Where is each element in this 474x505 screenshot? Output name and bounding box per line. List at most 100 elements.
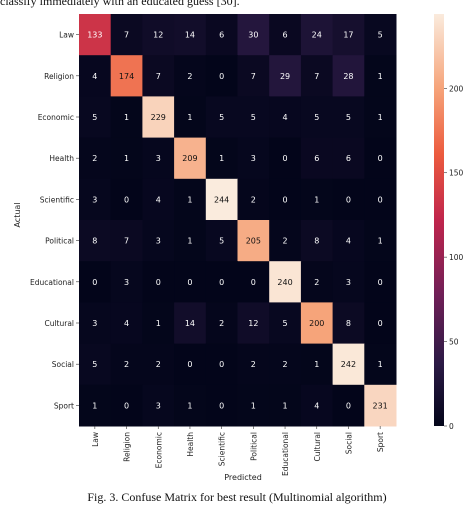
heatmap-cell bbox=[300, 14, 334, 56]
heatmap-cell bbox=[205, 14, 238, 56]
heatmap-cell bbox=[205, 261, 238, 303]
cell-value-label: 4 bbox=[92, 72, 97, 81]
heatmap-cell bbox=[110, 261, 143, 303]
heatmap-cell bbox=[174, 220, 207, 262]
heatmap-cell bbox=[174, 178, 207, 221]
heatmap-cell bbox=[205, 343, 238, 386]
heatmap-cell bbox=[332, 178, 365, 221]
cell-value-label: 200 bbox=[309, 319, 324, 328]
colorbar-gradient bbox=[434, 14, 444, 426]
cell-value-label: 3 bbox=[124, 278, 129, 287]
heatmap-cell bbox=[269, 384, 302, 427]
cell-value-label: 2 bbox=[92, 154, 97, 163]
cell-value-label: 5 bbox=[92, 360, 97, 369]
heatmap-cell bbox=[269, 261, 302, 303]
cell-value-label: 0 bbox=[283, 154, 288, 163]
heatmap-cell bbox=[269, 96, 302, 139]
y-tick-label: Educational bbox=[30, 278, 74, 287]
cell-value-label: 0 bbox=[187, 360, 192, 369]
heatmap-cell bbox=[300, 55, 334, 97]
cell-value-label: 1 bbox=[187, 237, 192, 246]
x-tick-label: Cultural bbox=[313, 432, 322, 462]
cell-value-label: 1 bbox=[378, 360, 383, 369]
heatmap-cell bbox=[237, 96, 270, 139]
cell-value-label: 4 bbox=[156, 195, 161, 204]
cell-value-label: 7 bbox=[124, 31, 129, 40]
heatmap-cell bbox=[364, 261, 397, 303]
colorbar-tick-label: 50 bbox=[449, 338, 459, 347]
x-tick-label: Social bbox=[344, 432, 353, 454]
heatmap-cell bbox=[110, 178, 143, 221]
cell-value-label: 1 bbox=[187, 113, 192, 122]
heatmap-cell bbox=[332, 261, 365, 303]
cell-value-label: 231 bbox=[373, 401, 388, 410]
heatmap-cell bbox=[79, 384, 112, 427]
x-tick-labels: Law Religion Economic Health Scientific Polit… bbox=[91, 426, 385, 476]
cell-value-label: 8 bbox=[346, 319, 351, 328]
heatmap-cell bbox=[269, 220, 302, 262]
y-tick-label: Cultural bbox=[44, 319, 74, 328]
cell-value-label: 0 bbox=[92, 278, 97, 287]
heatmap-cell bbox=[332, 96, 365, 139]
heatmap-cell bbox=[174, 261, 207, 303]
heatmap-cell bbox=[237, 137, 270, 180]
heatmap-cell bbox=[142, 137, 175, 180]
cell-value-label: 2 bbox=[283, 360, 288, 369]
confusion-matrix-chart: 133 7 12 14 6 30 6 24 17 54 174 7 2 0 7 29 7 28 15 1 229 1 5 5 4… bbox=[13, 14, 464, 482]
heatmap-cell bbox=[237, 178, 270, 221]
heatmap-cell bbox=[174, 343, 207, 386]
heatmap-cell bbox=[110, 220, 143, 262]
heatmap-cell bbox=[332, 343, 365, 386]
heatmap-cell bbox=[332, 137, 365, 180]
x-tick-label: Religion bbox=[123, 432, 132, 462]
y-axis-title: Actual bbox=[13, 202, 22, 227]
cell-value-label: 8 bbox=[92, 237, 97, 246]
cell-value-label: 0 bbox=[124, 195, 129, 204]
cell-value-label: 6 bbox=[314, 154, 319, 163]
x-tick-label: Health bbox=[186, 432, 195, 457]
x-tick-label: Educational bbox=[281, 432, 290, 476]
heatmap-cell bbox=[300, 384, 334, 427]
heatmap-cell bbox=[364, 55, 397, 97]
heatmap-cell bbox=[269, 137, 302, 180]
cell-value-label: 3 bbox=[346, 278, 351, 287]
heatmap-cell bbox=[237, 14, 270, 56]
heatmap-cell bbox=[205, 96, 238, 139]
cell-value-label: 14 bbox=[185, 319, 195, 328]
heatmap-cell bbox=[205, 55, 238, 97]
heatmap-cell bbox=[237, 384, 270, 427]
y-tick-label: Sport bbox=[54, 401, 74, 410]
heatmap-cell bbox=[205, 302, 238, 345]
cell-value-label: 1 bbox=[378, 237, 383, 246]
cell-value-label: 7 bbox=[251, 72, 256, 81]
cell-value-label: 30 bbox=[248, 31, 258, 40]
heatmap-cell bbox=[205, 384, 238, 427]
heatmap-cell bbox=[205, 178, 238, 221]
cell-value-label: 1 bbox=[124, 154, 129, 163]
heatmap-cells: 133 7 12 14 6 30 6 24 17 54 174 7 2 0 7 29 7 28 15 1 229 1 5 5 4… bbox=[79, 14, 397, 427]
heatmap-cell bbox=[269, 14, 302, 56]
heatmap-cell bbox=[237, 302, 270, 345]
cell-value-label: 2 bbox=[314, 278, 319, 287]
cell-value-label: 0 bbox=[378, 195, 383, 204]
cell-value-label: 7 bbox=[314, 72, 319, 81]
heatmap-cell bbox=[300, 220, 334, 262]
cell-value-label: 5 bbox=[92, 113, 97, 122]
cell-value-label: 2 bbox=[251, 360, 256, 369]
cell-value-label: 1 bbox=[283, 401, 288, 410]
heatmap-cell bbox=[79, 261, 112, 303]
heatmap-cell bbox=[174, 55, 207, 97]
cell-value-label: 3 bbox=[156, 401, 161, 410]
cell-value-label: 1 bbox=[314, 195, 319, 204]
y-tick-label: Health bbox=[49, 154, 74, 163]
heatmap-cell bbox=[79, 96, 112, 139]
cell-value-label: 240 bbox=[277, 278, 292, 287]
heatmap-cell bbox=[79, 55, 112, 97]
heatmap-cell bbox=[110, 302, 143, 345]
heatmap-cell bbox=[269, 178, 302, 221]
heatmap-cell bbox=[142, 55, 175, 97]
heatmap-cell bbox=[110, 14, 143, 56]
colorbar: 0 50 100 150 200 bbox=[434, 14, 464, 431]
cell-value-label: 0 bbox=[124, 401, 129, 410]
cell-value-label: 1 bbox=[314, 360, 319, 369]
